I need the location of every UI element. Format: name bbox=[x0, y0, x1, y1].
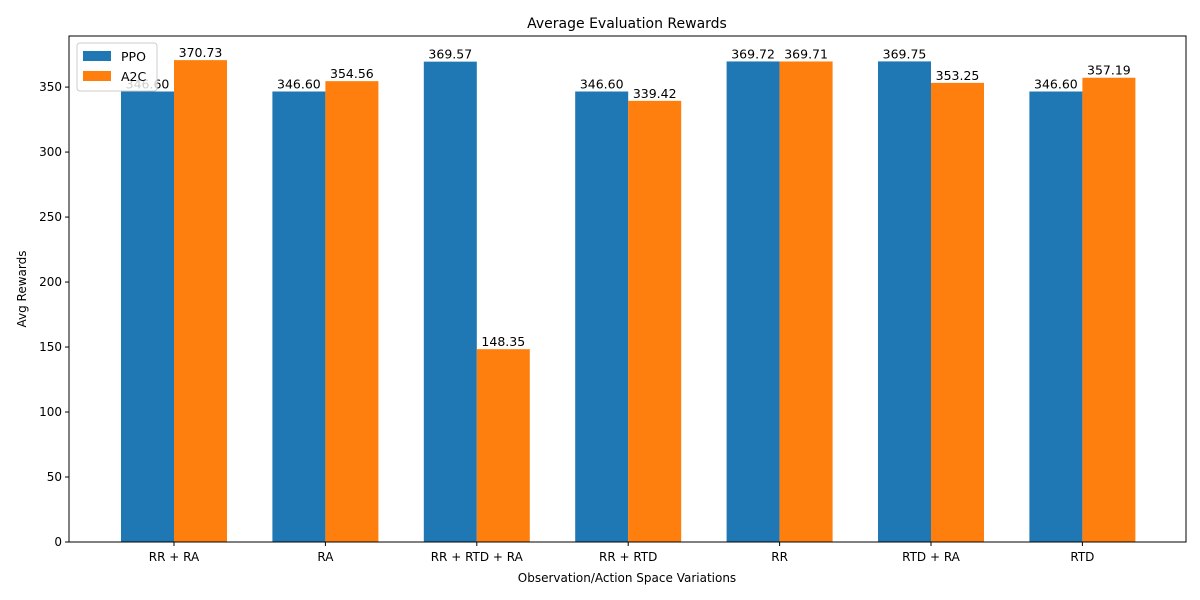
legend: PPO A2C bbox=[76, 42, 158, 92]
bar-value-label: 357.19 bbox=[1087, 63, 1131, 78]
y-tick-label: 200 bbox=[39, 275, 62, 289]
x-tick-label: RTD + RA bbox=[902, 550, 961, 564]
bar-value-label: 148.35 bbox=[481, 334, 525, 349]
bar-a2c-6 bbox=[931, 82, 984, 543]
bar-ppo-1 bbox=[121, 91, 174, 543]
legend-swatch-ppo bbox=[83, 51, 111, 61]
x-tick-label: RTD bbox=[1070, 550, 1094, 564]
bar-a2c-3 bbox=[476, 349, 530, 542]
x-axis: RR + RA RA RR + RTD + RA RR + RTD RR RTD + RA… bbox=[149, 542, 1094, 564]
bar-a2c-5 bbox=[779, 61, 833, 543]
y-tick-label: 250 bbox=[39, 210, 62, 224]
chart-title: Average Evaluation Rewards bbox=[527, 16, 727, 32]
bar-ppo-2 bbox=[272, 91, 326, 543]
x-tick-label: RR + RTD + RA bbox=[431, 550, 524, 564]
x-axis-label: Observation/Action Space Variations bbox=[518, 571, 736, 585]
y-axis: 0 50 100 150 200 250 300 350 bbox=[39, 80, 69, 549]
y-tick-label: 350 bbox=[39, 80, 62, 94]
bar-value-label: 346.60 bbox=[580, 77, 624, 92]
bar-value-label: 370.73 bbox=[179, 45, 223, 60]
y-tick-label: 100 bbox=[39, 405, 62, 419]
y-tick-label: 150 bbox=[39, 340, 62, 354]
y-axis-label: Avg Rewards bbox=[15, 251, 29, 328]
y-tick-label: 300 bbox=[39, 145, 62, 159]
bar-value-label: 339.42 bbox=[633, 86, 677, 101]
x-tick-label: RR + RA bbox=[149, 550, 200, 564]
bar-value-label: 369.57 bbox=[428, 47, 472, 62]
bar-a2c-7 bbox=[1082, 77, 1136, 543]
y-tick-label: 0 bbox=[54, 535, 62, 549]
bar-value-label: 346.60 bbox=[277, 77, 321, 92]
x-tick-label: RA bbox=[317, 550, 334, 564]
legend-label-a2c: A2C bbox=[121, 69, 147, 84]
bars-layer bbox=[121, 60, 1136, 543]
bar-ppo-6 bbox=[878, 61, 931, 542]
bar-value-label: 369.71 bbox=[784, 46, 828, 61]
bar-labels-layer: 346.60346.60369.57346.60369.72369.75346.… bbox=[126, 45, 1131, 349]
bar-ppo-4 bbox=[575, 91, 629, 543]
bar-a2c-4 bbox=[628, 100, 682, 543]
y-tick-label: 50 bbox=[47, 470, 62, 484]
plot-frame bbox=[68, 35, 1187, 543]
x-tick-label: RR bbox=[771, 550, 788, 564]
bar-ppo-3 bbox=[423, 61, 477, 542]
bar-value-label: 369.72 bbox=[731, 46, 775, 61]
bar-value-label: 354.56 bbox=[330, 66, 374, 81]
bar-a2c-2 bbox=[325, 81, 379, 543]
bar-ppo-7 bbox=[1029, 91, 1083, 543]
bar-value-label: 346.60 bbox=[1034, 77, 1078, 92]
legend-swatch-a2c bbox=[83, 71, 111, 81]
bar-value-label: 369.75 bbox=[883, 46, 927, 61]
x-tick-label: RR + RTD bbox=[599, 550, 657, 564]
legend-label-ppo: PPO bbox=[121, 49, 146, 64]
bar-value-label: 353.25 bbox=[936, 68, 980, 83]
bar-ppo-5 bbox=[726, 61, 780, 543]
bar-a2c-1 bbox=[174, 60, 227, 542]
